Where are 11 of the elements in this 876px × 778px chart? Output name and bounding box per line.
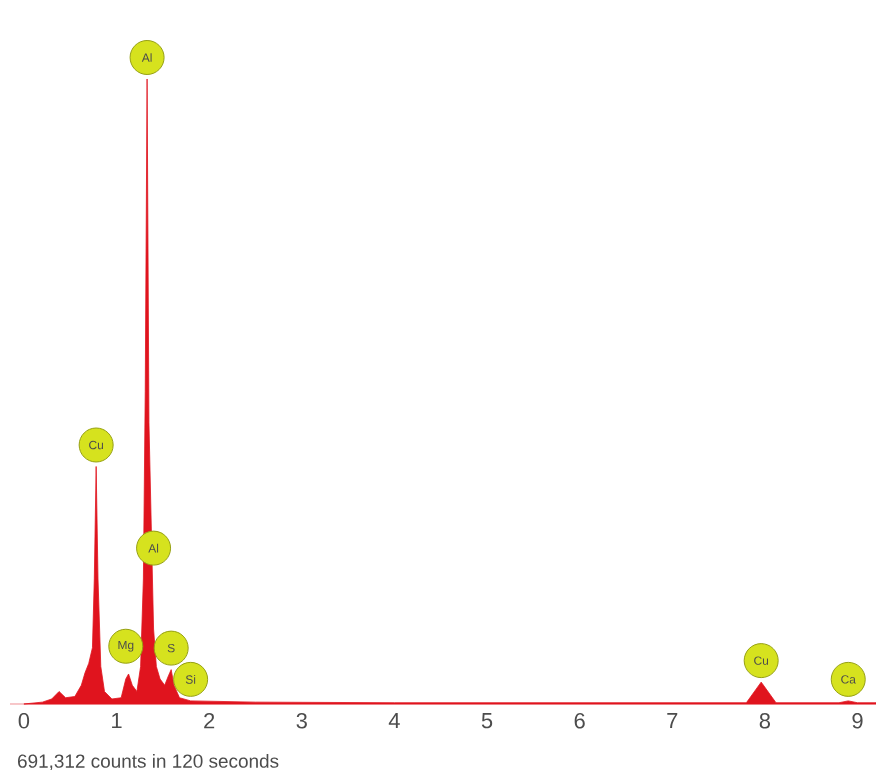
x-tick-label: 9 [852,713,863,729]
x-tick-label: 2 [204,713,215,729]
x-tick-label: 3 [296,713,307,729]
x-tick-label: 1 [112,713,122,729]
x-tick-label: 0 [18,713,30,729]
x-tick-label: 6 [574,713,585,729]
x-tick-label: 8 [759,713,771,729]
text: 691,312 counts in 120 seconds [18,753,279,771]
x-tick-label: 5 [481,713,493,729]
x-tick-label: 4 [388,713,400,729]
x-tick-label: 7 [667,713,678,729]
